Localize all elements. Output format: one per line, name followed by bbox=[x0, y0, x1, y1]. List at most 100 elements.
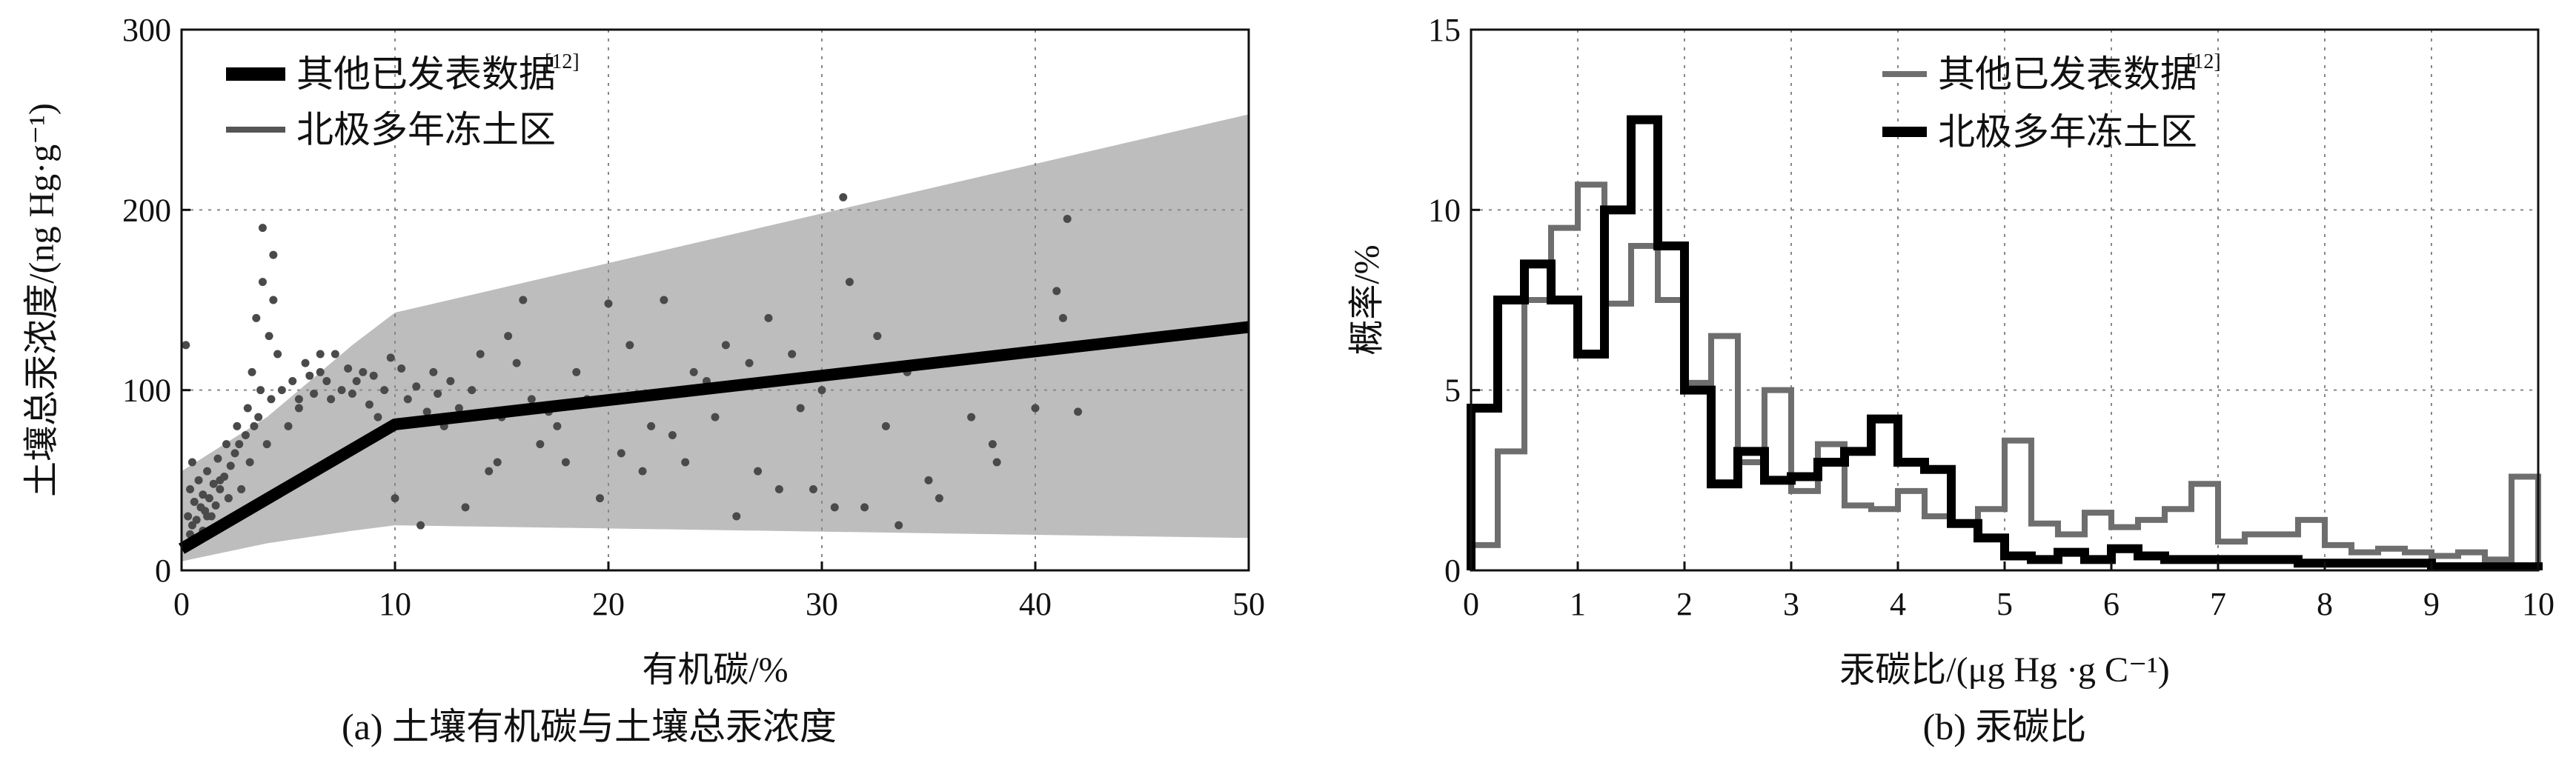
panel-a-data-point bbox=[211, 501, 220, 510]
panel-a-data-point bbox=[873, 332, 882, 341]
panel-a-band-layer bbox=[182, 114, 1249, 561]
panel-a-data-point bbox=[374, 413, 382, 421]
panel-b-y-tick-label: 15 bbox=[1428, 12, 1461, 48]
panel-a-data-point bbox=[434, 390, 442, 399]
panel-a-data-point bbox=[258, 224, 267, 233]
panel-a-data-point bbox=[817, 386, 826, 395]
panel-a-data-point bbox=[222, 440, 230, 449]
panel-a-data-point bbox=[429, 367, 438, 376]
panel-a-data-point bbox=[199, 490, 208, 499]
panel-a-legend-label-arctic: 北极多年冻土区 bbox=[296, 109, 556, 150]
panel-a-data-point bbox=[668, 431, 677, 439]
panel-a-data-point bbox=[248, 367, 256, 376]
panel-a-data-point bbox=[262, 440, 271, 449]
panel-a-data-point bbox=[269, 250, 278, 259]
panel-a-data-point bbox=[369, 371, 378, 380]
panel-a-data-point bbox=[689, 367, 698, 376]
panel-a-data-point bbox=[243, 404, 252, 413]
panel-a-data-point bbox=[254, 413, 263, 421]
panel-a-y-tick-label: 300 bbox=[122, 12, 171, 48]
panel-a-data-point bbox=[267, 395, 276, 404]
panel-a-fit-line bbox=[178, 321, 1249, 554]
panel-a-data-point bbox=[967, 413, 976, 421]
panel-a-data-point bbox=[305, 371, 314, 380]
panel-a-x-tick-label: 30 bbox=[806, 586, 838, 622]
panel-a-x-tick-label: 50 bbox=[1232, 586, 1265, 622]
panel-a-data-point bbox=[416, 521, 425, 530]
panel-b-x-tick-label: 1 bbox=[1570, 586, 1586, 622]
panel-a-data-point bbox=[316, 350, 325, 359]
panel-b-x-tick-label: 6 bbox=[2103, 586, 2119, 622]
panel-a-data-point bbox=[681, 458, 690, 467]
panel-b-x-tick-label: 9 bbox=[2423, 586, 2440, 622]
panel-a-data-point bbox=[203, 467, 212, 476]
panel-b-x-tick-label: 5 bbox=[1996, 586, 2013, 622]
panel-a-data-point bbox=[245, 458, 254, 467]
panel-a-data-point bbox=[924, 476, 933, 484]
panel-a-data-point bbox=[277, 386, 286, 395]
panel-b-series-published bbox=[1468, 181, 2541, 570]
panel-a-data-point bbox=[476, 350, 485, 359]
panel-a-data-point bbox=[745, 359, 754, 367]
panel-a-data-point bbox=[1058, 313, 1067, 322]
panel-a-data-point bbox=[638, 467, 647, 476]
panel-a-data-point bbox=[617, 449, 625, 458]
panel-a-x-tick-label: 10 bbox=[379, 586, 411, 622]
panel-b-x-axis-label: 汞碳比/(μg Hg ·g C⁻¹) bbox=[1839, 650, 2169, 690]
panel-a-data-point bbox=[213, 454, 222, 463]
panel-a-data-point bbox=[625, 341, 634, 350]
panel-a-data-point bbox=[519, 296, 528, 304]
panel-b-x-tick-label: 2 bbox=[1676, 586, 1693, 622]
panel-a-data-point bbox=[485, 467, 494, 476]
panel-a-data-point bbox=[230, 449, 239, 458]
panel-a-data-point bbox=[527, 395, 536, 404]
panel-a-data-point bbox=[250, 421, 259, 430]
panel-a-y-tick-label: 100 bbox=[122, 373, 171, 409]
panel-a-data-point bbox=[209, 479, 218, 488]
panel-a-data-point bbox=[192, 516, 201, 524]
panel-a-data-point bbox=[258, 278, 267, 287]
panel-a-legend: 其他已发表数据 [12] 北极多年冻土区 bbox=[226, 50, 580, 150]
panel-a-data-point bbox=[344, 364, 353, 373]
panel-a-data-point bbox=[331, 350, 339, 359]
panel-a-data-point bbox=[412, 382, 421, 391]
panel-a-data-point bbox=[711, 413, 720, 421]
panel-b-legend-label-arctic: 北极多年冻土区 bbox=[1938, 111, 2197, 153]
panel-a-legend-ref-published: [12] bbox=[545, 50, 580, 73]
panel-a-data-point bbox=[403, 395, 412, 404]
panel-a-data-point bbox=[454, 404, 463, 413]
panel-a-data-point bbox=[774, 485, 783, 493]
panel-a-data-point bbox=[256, 386, 265, 395]
panel-a-data-point bbox=[310, 390, 319, 399]
panel-b-caption: (b) 汞碳比 bbox=[1923, 706, 2087, 747]
panel-a-uncertainty-band bbox=[182, 114, 1249, 561]
panel-a-fit-line-layer bbox=[178, 321, 1249, 554]
panel-a-legend-label-published: 其他已发表数据 bbox=[296, 53, 556, 95]
panel-b-x-tick-label: 10 bbox=[2522, 586, 2555, 622]
panel-a-y-tick-label: 200 bbox=[122, 192, 171, 228]
panel-a-data-point bbox=[894, 521, 903, 530]
panel-a-data-point bbox=[881, 421, 890, 430]
panel-a-data-point bbox=[1052, 287, 1061, 296]
panel-a-data-point bbox=[294, 404, 303, 413]
panel-b-x-tick-label: 3 bbox=[1783, 586, 1799, 622]
panel-a-data-point bbox=[604, 299, 613, 308]
panel-a-data-point bbox=[182, 341, 190, 350]
panel-a-data-point bbox=[536, 440, 545, 449]
panel-a-data-point bbox=[359, 367, 368, 376]
panel-b-grid-layer bbox=[1471, 30, 2538, 570]
panel-a-data-point bbox=[1063, 215, 1072, 223]
panel-a-data-point bbox=[845, 278, 854, 287]
panel-a-data-point bbox=[194, 476, 203, 484]
panel-a-data-point bbox=[754, 467, 763, 476]
panel-a-data-point bbox=[184, 512, 193, 521]
panel-a-data-point bbox=[237, 485, 246, 493]
panel-a-chart: 0 10 20 30 40 50 0 100 200 300 其他已发表数据 [12] 北极多年冻… bbox=[22, 12, 1265, 747]
panel-a-data-point bbox=[380, 386, 389, 395]
panel-a-x-tick-label: 20 bbox=[592, 586, 625, 622]
panel-a-data-point bbox=[301, 359, 310, 367]
panel-a-data-point bbox=[216, 476, 225, 484]
panel-a-data-point bbox=[732, 512, 741, 521]
panel-a-data-point bbox=[988, 440, 997, 449]
